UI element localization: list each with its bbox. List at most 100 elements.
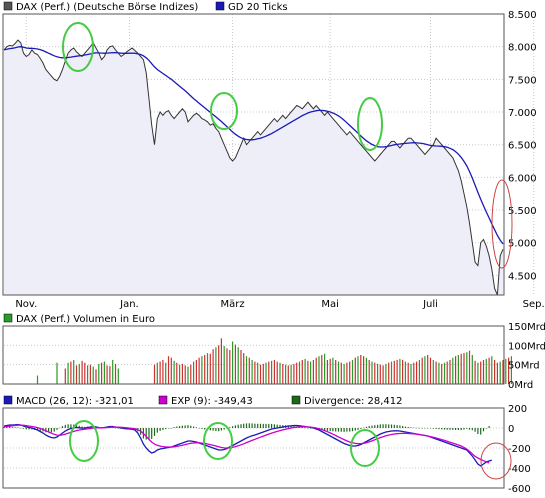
volume-bar	[92, 366, 94, 384]
volume-bar	[460, 353, 462, 384]
divergence-bar	[193, 426, 195, 428]
macd-y-tick-label: -600	[508, 484, 531, 495]
volume-bar	[343, 363, 345, 384]
divergence-bar	[393, 424, 395, 428]
volume-bar	[416, 361, 418, 384]
volume-bar	[508, 357, 510, 384]
volume-bar	[349, 361, 351, 384]
volume-bar	[98, 363, 100, 384]
divergence-bar	[287, 425, 289, 428]
price-y-tick-label: 7.500	[508, 75, 537, 86]
volume-bar	[184, 365, 186, 384]
divergence-bar	[11, 427, 13, 428]
volume-bar	[81, 360, 83, 384]
volume-bar	[382, 365, 384, 384]
divergence-bar	[167, 428, 170, 429]
volume-bar	[324, 353, 326, 384]
volume-bar	[510, 356, 512, 384]
divergence-bar	[145, 428, 147, 440]
macd-y-tick-label: 0	[508, 424, 514, 435]
divergence-bar	[36, 428, 39, 431]
divergence-bar	[485, 428, 487, 429]
volume-bar	[424, 356, 426, 384]
divergence-bar	[326, 428, 328, 431]
divergence-bar	[59, 427, 61, 429]
volume-bar	[70, 361, 72, 384]
divergence-bar	[354, 428, 356, 431]
price-y-axis: 8.500 8.000 7.500 7.000 6.500 6.000 5.500 5.000…	[508, 10, 537, 282]
volume-bar	[64, 368, 66, 384]
divergence-bar	[424, 428, 426, 429]
price-y-tick-label: 5.000	[508, 239, 537, 250]
volume-bar	[298, 361, 301, 384]
volume-bar	[265, 362, 267, 384]
volume-bar	[340, 362, 342, 384]
divergence-bar	[468, 428, 471, 430]
divergence-bar	[6, 426, 8, 428]
divergence-bar	[156, 428, 158, 433]
volume-bar	[179, 364, 181, 384]
divergence-bar	[265, 423, 267, 428]
volume-bar	[491, 356, 493, 384]
volume-bar	[95, 369, 97, 384]
divergence-bar	[179, 426, 181, 428]
divergence-bar	[3, 427, 5, 428]
volume-bar	[206, 353, 209, 384]
divergence-bar	[173, 427, 175, 428]
volume-bar	[240, 350, 242, 384]
divergence-bar	[404, 426, 406, 428]
volume-bar	[452, 357, 454, 384]
volume-bar	[466, 352, 468, 384]
price-y-tick-label: 7.000	[508, 108, 537, 119]
divergence-bar	[455, 428, 457, 430]
volume-y-axis: 150Mrd 100Mrd 50Mrd 0Mrd	[508, 322, 545, 391]
divergence-legend-label: Divergence: 28,412	[304, 396, 403, 407]
volume-bar	[268, 361, 270, 384]
volume-bar	[399, 358, 401, 384]
volume-bar	[153, 364, 156, 384]
divergence-bar	[416, 427, 418, 429]
divergence-bar	[159, 428, 161, 431]
macd-panel: MACD (26, 12): -321,01 EXP (9): -349,43 …	[2, 395, 531, 495]
divergence-bar	[335, 428, 337, 432]
macd-frame	[2, 407, 505, 489]
volume-bar	[482, 360, 485, 384]
volume-bar	[326, 360, 328, 384]
divergence-bar	[198, 428, 200, 429]
divergence-bar	[259, 423, 262, 428]
divergence-bar	[418, 427, 420, 429]
volume-panel: DAX (Perf.) Volumen in Euro 150Mrd 100Mrd…	[2, 313, 545, 391]
divergence-bar	[324, 428, 326, 431]
divergence-bar	[301, 427, 303, 428]
divergence-bar	[22, 428, 25, 429]
volume-bar	[254, 361, 256, 384]
volume-bar	[488, 357, 490, 384]
volume-bar	[237, 347, 239, 384]
volume-bar	[485, 358, 487, 384]
divergence-bar	[48, 428, 50, 433]
volume-bar	[371, 361, 373, 384]
volume-legend-swatch	[3, 313, 13, 323]
divergence-bar	[482, 428, 485, 432]
macd-y-tick-label: 200	[508, 404, 527, 415]
divergence-bar	[245, 423, 248, 428]
volume-bar	[379, 364, 381, 384]
macd-highlight-markers	[69, 420, 512, 480]
divergence-bar	[388, 424, 390, 428]
volume-bar	[56, 362, 58, 384]
macd-gridlines	[4, 407, 503, 489]
volume-bar	[167, 356, 170, 384]
divergence-bar	[360, 428, 362, 429]
divergence-bar	[75, 424, 78, 428]
divergence-bar	[20, 427, 22, 429]
divergence-bar	[234, 425, 236, 428]
divergence-bar	[53, 428, 55, 432]
volume-bar	[245, 356, 248, 384]
volume-y-tick-label: 100Mrd	[508, 341, 545, 352]
volume-bar	[388, 362, 390, 384]
macd-alert-circle	[480, 442, 512, 480]
volume-bar	[87, 365, 89, 384]
volume-bar	[287, 365, 289, 384]
volume-bar	[220, 338, 222, 384]
volume-bar	[332, 357, 334, 384]
